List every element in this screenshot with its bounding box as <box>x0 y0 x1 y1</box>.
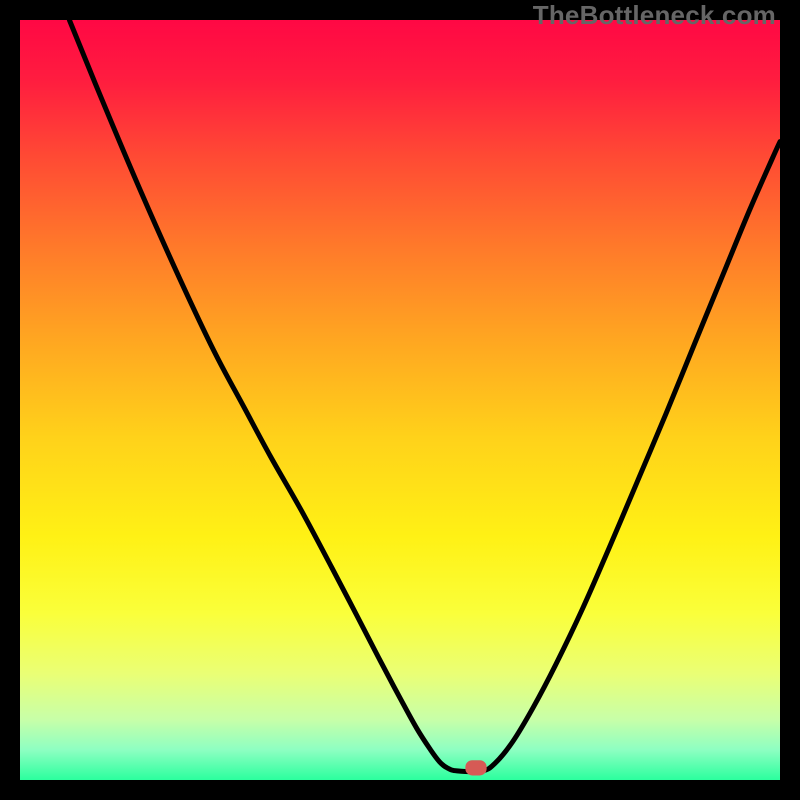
plot-area <box>20 20 780 780</box>
watermark-text: TheBottleneck.com <box>533 0 776 31</box>
chart-frame: TheBottleneck.com <box>0 0 800 800</box>
chart-svg <box>20 20 780 780</box>
gradient-background <box>20 20 780 780</box>
optimum-marker <box>465 760 486 775</box>
